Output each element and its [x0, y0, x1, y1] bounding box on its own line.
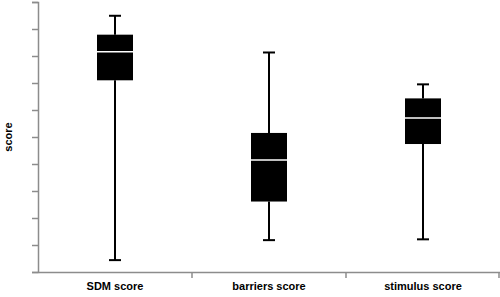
max-cap [109, 15, 121, 17]
box [405, 84, 441, 239]
y-tick [32, 83, 38, 84]
min-cap [417, 238, 429, 240]
upper-whisker [422, 84, 424, 98]
x-tick: SDM score [87, 272, 144, 292]
y-tick-mark [32, 110, 38, 112]
box-body [97, 35, 133, 81]
x-tick-label: barriers score [232, 280, 305, 292]
lower-whisker [268, 202, 270, 241]
y-tick [32, 137, 38, 138]
plot: SDM score barriers score stimulus score [32, 3, 500, 293]
x-axis: SDM score barriers score stimulus score [39, 272, 500, 292]
x-tick-label: stimulus score [384, 280, 462, 292]
y-tick-mark [32, 2, 38, 4]
y-tick-mark [32, 83, 38, 85]
max-cap [263, 51, 275, 53]
median-line [405, 117, 441, 119]
y-tick [32, 272, 38, 273]
box [251, 52, 287, 240]
y-tick-mark [32, 218, 38, 220]
max-cap [417, 83, 429, 85]
y-tick [32, 2, 38, 3]
y-tick [32, 29, 38, 30]
y-tick [32, 110, 38, 111]
min-cap [263, 239, 275, 241]
y-tick [32, 191, 38, 192]
box-body [251, 133, 287, 202]
x-axis-line [39, 272, 500, 274]
min-cap [109, 259, 121, 261]
lower-whisker [114, 80, 116, 260]
median-line [251, 159, 287, 161]
y-tick-mark [32, 137, 38, 139]
y-axis-line [32, 3, 39, 273]
x-tick: barriers score [232, 272, 305, 292]
y-axis [32, 3, 39, 273]
upper-whisker [268, 52, 270, 132]
y-axis-title: score [2, 122, 14, 151]
boxes [97, 16, 441, 260]
x-separator [345, 272, 347, 278]
y-tick-mark [32, 272, 38, 274]
median-line [97, 51, 133, 53]
y-tick-mark [32, 164, 38, 166]
x-tick-label: SDM score [87, 280, 144, 292]
box [97, 16, 133, 260]
chart: SDM score barriers score stimulus score sco… [0, 0, 500, 297]
x-tick: stimulus score [384, 272, 462, 292]
y-tick [32, 245, 38, 246]
y-tick [32, 56, 38, 57]
y-tick-mark [32, 56, 38, 58]
x-separator [498, 272, 500, 278]
y-tick-mark [32, 29, 38, 31]
lower-whisker [422, 144, 424, 239]
y-tick [32, 218, 38, 219]
y-tick-mark [32, 191, 38, 193]
upper-whisker [114, 16, 116, 35]
box-body [405, 98, 441, 144]
y-tick-mark [32, 245, 38, 247]
y-tick [32, 164, 38, 165]
x-separator [191, 272, 193, 278]
